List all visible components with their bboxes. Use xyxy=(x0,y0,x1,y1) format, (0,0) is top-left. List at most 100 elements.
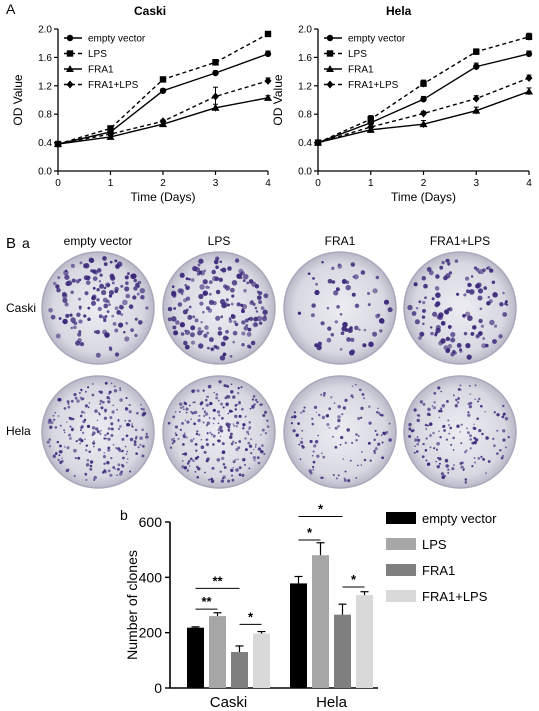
colony xyxy=(57,415,60,417)
colony xyxy=(457,388,461,391)
colony xyxy=(91,300,96,306)
colony xyxy=(496,413,500,417)
colony xyxy=(414,319,420,325)
colony xyxy=(76,312,81,318)
colony xyxy=(422,300,426,305)
colony xyxy=(213,344,218,349)
colony xyxy=(241,342,245,347)
colony xyxy=(469,393,472,395)
colony xyxy=(482,268,486,272)
colony xyxy=(183,466,188,470)
colony xyxy=(114,328,119,333)
colony xyxy=(124,286,130,292)
colony xyxy=(369,459,372,462)
colony xyxy=(80,426,83,430)
colony xyxy=(437,386,441,390)
colony xyxy=(133,442,137,447)
colony xyxy=(372,288,378,294)
colony xyxy=(252,322,258,328)
colony xyxy=(126,458,129,460)
colony xyxy=(128,410,132,414)
colony xyxy=(104,434,107,437)
colony xyxy=(83,411,86,414)
colony xyxy=(177,302,183,307)
legend-label-hela-lps: LPS xyxy=(348,49,367,60)
colony xyxy=(328,427,331,429)
colony xyxy=(185,285,190,291)
colony xyxy=(408,427,412,431)
panel-label-A: A xyxy=(6,1,16,17)
colony-plate-caski-fra1 xyxy=(283,251,397,365)
colony xyxy=(134,428,138,432)
colony xyxy=(196,389,200,393)
category-label-hela: Hela xyxy=(316,694,348,711)
colony xyxy=(218,414,221,417)
colony xyxy=(184,283,187,287)
colony xyxy=(95,427,99,431)
colony xyxy=(69,425,72,428)
colony xyxy=(87,317,91,321)
colony xyxy=(448,271,453,275)
colony xyxy=(436,442,440,446)
colony xyxy=(112,443,115,446)
colony xyxy=(248,316,254,322)
colony xyxy=(202,421,205,424)
colony xyxy=(422,308,426,313)
colony xyxy=(125,396,128,400)
colony xyxy=(85,478,88,482)
colony xyxy=(193,422,196,426)
colony xyxy=(109,416,113,420)
colony xyxy=(411,429,415,432)
colony xyxy=(140,407,143,410)
y-tick-label-bars: 200 xyxy=(139,625,163,641)
colony xyxy=(134,333,138,338)
colony xyxy=(382,431,384,434)
colony xyxy=(467,431,470,434)
colony xyxy=(77,456,81,460)
colony xyxy=(202,389,205,392)
colony xyxy=(460,423,463,426)
colony xyxy=(91,295,96,301)
colony xyxy=(337,415,341,419)
colony xyxy=(185,308,189,312)
colony xyxy=(235,425,238,428)
colony xyxy=(183,340,188,346)
colony xyxy=(320,452,323,455)
colony xyxy=(119,398,123,402)
colony xyxy=(46,440,50,444)
colony xyxy=(125,407,128,410)
colony xyxy=(92,431,96,435)
colony xyxy=(213,391,215,394)
colony xyxy=(433,401,436,404)
colony xyxy=(343,477,346,480)
y-tick-label-caski: 0.8 xyxy=(38,110,52,121)
colony xyxy=(480,324,485,328)
colony xyxy=(264,431,268,435)
colony xyxy=(438,416,441,419)
colony xyxy=(413,282,418,287)
colony xyxy=(182,460,184,462)
colony xyxy=(212,422,215,425)
colony xyxy=(67,403,70,405)
colony xyxy=(97,306,102,312)
data-point-caski-fra1-lps xyxy=(54,140,62,149)
bar-caski-fra1-lps xyxy=(253,633,270,688)
colony xyxy=(205,306,210,311)
colony xyxy=(140,295,145,300)
colony xyxy=(474,384,477,387)
colony xyxy=(373,451,377,455)
colony xyxy=(467,413,471,417)
data-point-caski-lps xyxy=(264,30,272,38)
colony xyxy=(52,418,55,421)
colony xyxy=(64,302,69,307)
colony xyxy=(312,277,315,280)
colony xyxy=(124,445,127,448)
colony xyxy=(209,401,213,406)
colony xyxy=(98,413,101,416)
colony xyxy=(48,418,52,422)
colony xyxy=(467,402,471,406)
colony xyxy=(317,434,319,437)
colony xyxy=(221,267,227,273)
colony xyxy=(440,338,446,344)
colony xyxy=(102,329,108,335)
